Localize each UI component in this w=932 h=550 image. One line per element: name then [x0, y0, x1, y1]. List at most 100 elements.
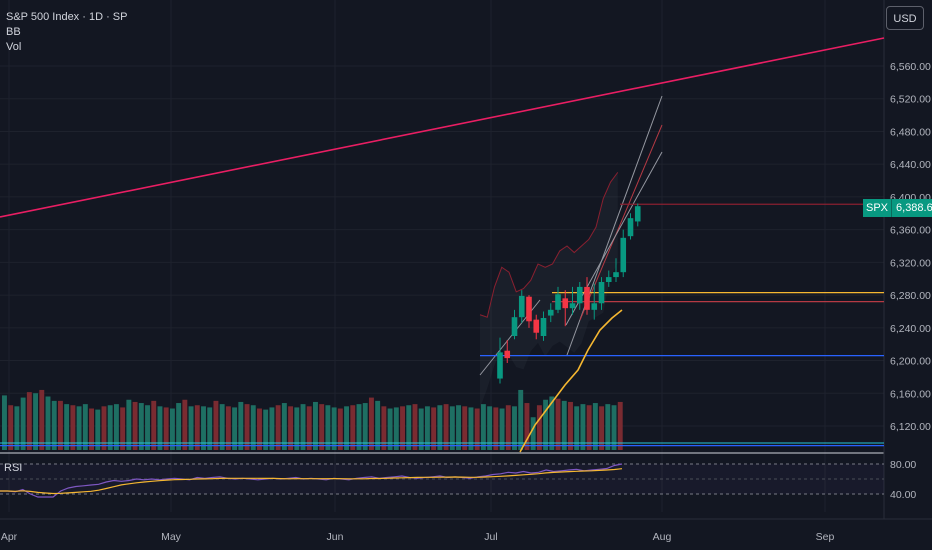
volume-bar [207, 407, 213, 450]
candle-body [627, 218, 634, 237]
chart-title: S&P 500 Index · 1D · SP [6, 11, 128, 23]
volume-bar [512, 406, 517, 450]
volume-bar [381, 406, 387, 450]
volume-bar [344, 406, 350, 450]
y-tick-label: 6,520.00 [890, 94, 931, 106]
volume-bar [169, 408, 175, 450]
volume-bar [499, 408, 505, 450]
volume-bar [182, 399, 188, 450]
volume-bar [456, 405, 461, 450]
y-tick-label: 6,120.00 [890, 421, 931, 433]
volume-bar [194, 405, 200, 450]
x-tick-label: May [161, 531, 182, 543]
candle-body [598, 282, 605, 304]
volume-bar [101, 406, 107, 450]
volume-bar [431, 407, 437, 450]
price-badge-symbol: SPX [863, 199, 892, 217]
volume-bar [325, 405, 331, 450]
volume-bar [406, 405, 412, 450]
volume-bar [561, 400, 567, 450]
candle-body [576, 286, 583, 304]
x-tick-label: Apr [1, 531, 18, 543]
y-tick-label: 6,200.00 [890, 356, 931, 368]
volume-bar [480, 404, 486, 450]
candle-body [518, 295, 525, 318]
legend-bb: BB [6, 26, 21, 38]
price-badge-value: 6,388.65 [891, 199, 932, 217]
volume-bar [400, 406, 405, 450]
candle-body [569, 303, 576, 309]
y-tick-label: 6,560.00 [890, 61, 931, 73]
candle-body [526, 296, 532, 322]
volume-bar [89, 408, 94, 450]
candle-body [504, 350, 511, 359]
volume-bar [64, 404, 70, 450]
volume-bar [617, 401, 623, 450]
candle-body [634, 206, 641, 222]
y-tick-label: 6,480.00 [890, 126, 931, 138]
volume-bar [288, 406, 294, 450]
bb-upper-line [479, 172, 619, 318]
bb-band-fill [480, 172, 618, 408]
volume-bar [306, 406, 312, 450]
candle-body [584, 286, 590, 310]
volume-bar [45, 396, 51, 450]
rsi-level-label: 80.00 [890, 459, 916, 471]
volume-bar [219, 404, 225, 450]
rsi-ma-line [0, 468, 623, 495]
volume-bar [76, 406, 82, 450]
volume-bar [599, 406, 605, 450]
volume-bar [281, 403, 287, 450]
x-tick-label: Aug [653, 531, 672, 543]
volume-bar [300, 404, 306, 450]
volume-bar [505, 405, 511, 450]
volume-bar [120, 407, 126, 450]
volume-bar [412, 404, 418, 450]
candle-body [511, 317, 518, 336]
volume-bar [70, 405, 76, 450]
currency-button[interactable]: USD [886, 6, 924, 30]
volume-bar [449, 406, 455, 450]
last-price-badge: SPX 6,388.65 [863, 199, 932, 217]
volume-bar [393, 407, 399, 450]
volume-bar [95, 409, 101, 450]
x-tick-label: Sep [816, 531, 835, 543]
y-tick-label: 6,440.00 [890, 159, 931, 171]
volume-bar [362, 403, 368, 450]
volume-bar [474, 408, 480, 450]
rsi-level-label: 40.00 [890, 489, 916, 501]
volume-bar [536, 405, 542, 450]
volume-bar [14, 406, 20, 450]
candle-body [547, 309, 554, 316]
candle-body [605, 277, 612, 282]
volume-bar [368, 397, 374, 450]
volume-bar [244, 404, 250, 450]
volume-bar [549, 396, 555, 450]
volume-bar [157, 406, 163, 450]
volume-bar [586, 405, 592, 450]
volume-bar [107, 405, 113, 450]
candle-body [591, 303, 598, 310]
candle-body [497, 352, 503, 379]
volume-bar [568, 401, 573, 450]
volume-bar [163, 407, 169, 450]
volume-bar [424, 406, 430, 450]
x-tick-label: Jun [327, 531, 344, 543]
chart-legend: S&P 500 Index · 1D · SP BB Vol [6, 10, 127, 55]
volume-bar [225, 406, 231, 450]
candle-body [620, 237, 627, 273]
volume-bar [337, 408, 343, 450]
volume-bar [238, 401, 244, 450]
volume-bar [176, 403, 182, 450]
volume-bar [232, 407, 238, 450]
volume-bar [33, 393, 39, 450]
candle-body [555, 294, 561, 310]
volume-bar [113, 404, 119, 450]
channel-line-mid [579, 124, 663, 321]
volume-bar [57, 400, 63, 450]
volume-bar [543, 399, 549, 450]
trend-line-red [0, 37, 885, 218]
volume-bar [263, 409, 269, 450]
volume-bar [126, 399, 132, 450]
